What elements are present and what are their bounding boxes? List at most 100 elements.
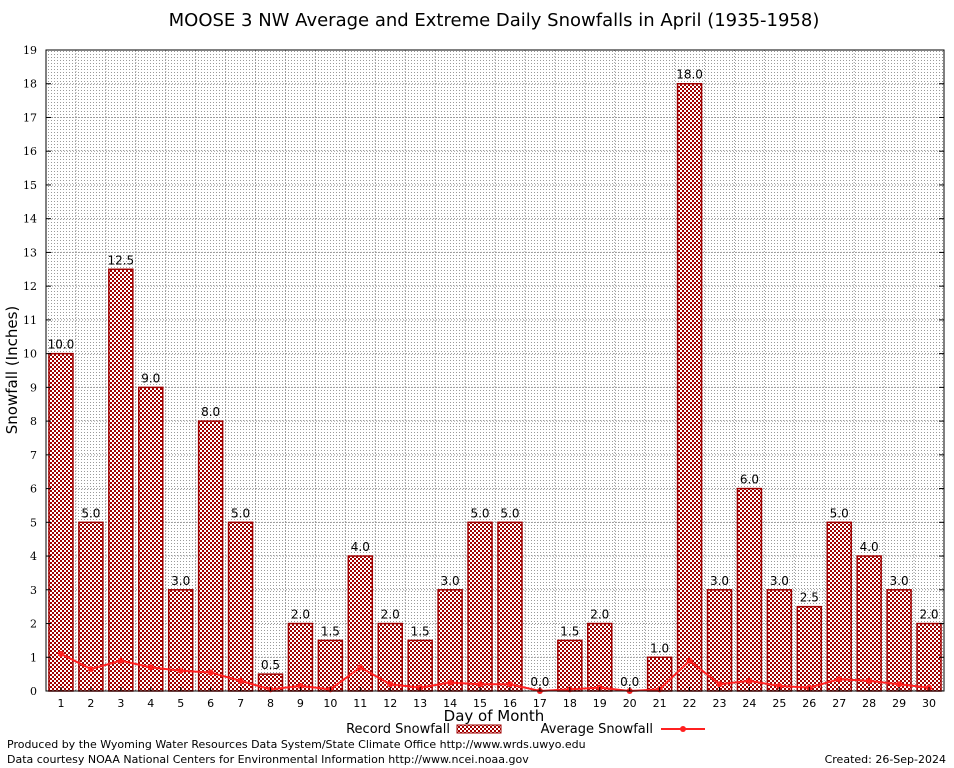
x-tick-label: 16 (503, 697, 517, 710)
x-tick-label: 4 (147, 697, 154, 710)
average-point-day-15 (477, 681, 484, 688)
average-point-day-23 (716, 681, 723, 688)
x-tick-label: 22 (683, 697, 697, 710)
x-tick-label: 13 (413, 697, 427, 710)
legend-average-label: Average Snowfall (541, 722, 653, 737)
bar-day-24 (736, 487, 763, 692)
average-snowfall-polyline (60, 652, 930, 693)
bar-label-day-26: 2.5 (800, 591, 819, 605)
y-tick-label: 5 (30, 516, 37, 529)
average-point-day-1 (57, 650, 64, 657)
bar-day-12 (377, 622, 403, 692)
y-tick-label: 10 (23, 348, 37, 361)
bar-label-day-29: 3.0 (890, 574, 909, 588)
bar-value-labels: 10.0 5.0 12.5 9.0 3.0 8.0 5.0 0.5 2.0 1.5 4.0 2.0 1.… (48, 68, 939, 689)
average-point-day-16 (506, 681, 513, 688)
average-point-day-7 (237, 677, 244, 684)
footer-credit-line-2: Data courtesy NOAA National Centers for … (7, 753, 529, 766)
bar-day-1 (48, 352, 74, 692)
y-tick-label: 0 (30, 685, 37, 698)
x-tick-label: 23 (713, 697, 727, 710)
average-snowfall-line (57, 650, 933, 694)
bar-label-day-1: 10.0 (48, 338, 75, 352)
x-tick-label: 3 (117, 697, 124, 710)
x-tick-label: 1 (57, 697, 64, 710)
y-tick-label: 13 (23, 246, 37, 259)
average-point-day-22 (686, 657, 693, 664)
bar-day-18 (557, 639, 583, 692)
bar-label-day-2: 5.0 (81, 506, 100, 520)
bar-label-day-8: 0.5 (261, 658, 280, 672)
average-point-day-12 (387, 681, 394, 688)
bar-label-day-24: 6.0 (740, 473, 759, 487)
y-tick-label: 2 (30, 618, 37, 631)
bar-day-11 (347, 555, 374, 692)
bar-label-day-3: 12.5 (107, 253, 134, 267)
bar-day-7 (227, 521, 254, 692)
x-tick-label: 24 (742, 697, 756, 710)
average-point-day-27 (836, 676, 843, 683)
x-axis-title: Day of Month (444, 707, 545, 725)
x-axis-ticks: 1 2 3 4 5 6 7 8 9 10 11 12 13 14 15 16 17 18 19 20 21 22 23 24 2… (57, 687, 936, 710)
bar-day-3 (108, 268, 134, 692)
x-tick-label: 5 (177, 697, 184, 710)
bar-day-4 (138, 386, 164, 692)
bar-day-19 (587, 622, 613, 692)
x-tick-label: 25 (772, 697, 786, 710)
y-tick-label: 8 (30, 415, 37, 428)
footer-credit-line-1: Produced by the Wyoming Water Resources … (7, 738, 586, 751)
y-tick-label: 1 (30, 651, 37, 664)
footer-created-date: Created: 26-Sep-2024 (825, 753, 946, 766)
x-tick-label: 28 (862, 697, 876, 710)
y-tick-label: 12 (23, 280, 37, 293)
y-tick-label: 7 (30, 449, 37, 462)
x-tick-label: 7 (237, 697, 244, 710)
y-tick-label: 11 (23, 314, 37, 327)
legend-record-label: Record Snowfall (346, 722, 450, 737)
x-tick-label: 9 (297, 697, 304, 710)
x-tick-label: 2 (87, 697, 94, 710)
x-tick-label: 29 (892, 697, 906, 710)
x-tick-label: 6 (207, 697, 214, 710)
y-tick-label: 9 (30, 381, 37, 394)
bar-label-day-22: 18.0 (676, 68, 703, 82)
bar-label-day-13: 1.5 (411, 624, 430, 638)
bar-day-14 (437, 589, 463, 692)
y-axis-title: Snowfall (Inches) (3, 306, 21, 434)
average-point-day-11 (357, 664, 364, 671)
bar-day-5 (167, 589, 194, 692)
average-point-day-14 (447, 679, 454, 686)
bar-label-day-28: 4.0 (860, 540, 879, 554)
bar-label-day-30: 2.0 (919, 608, 938, 622)
x-tick-label: 12 (383, 697, 397, 710)
bar-day-28 (856, 555, 882, 692)
legend-record-swatch (456, 724, 502, 734)
bar-label-day-7: 5.0 (231, 506, 250, 520)
bar-day-6 (197, 420, 224, 692)
plot-frame (45, 49, 945, 692)
bar-label-day-23: 3.0 (710, 574, 729, 588)
y-tick-label: 3 (30, 584, 37, 597)
x-tick-label: 17 (533, 697, 547, 710)
bar-label-day-12: 2.0 (381, 608, 400, 622)
bar-day-26 (796, 605, 823, 692)
bar-label-day-11: 4.0 (351, 540, 370, 554)
average-point-day-2 (87, 666, 94, 673)
bar-day-22 (676, 82, 703, 692)
bar-label-day-20: 0.0 (620, 675, 639, 689)
average-point-day-29 (896, 681, 903, 688)
bar-day-30 (916, 622, 942, 692)
bar-day-13 (407, 639, 433, 692)
bar-label-day-25: 3.0 (770, 574, 789, 588)
bar-day-9 (287, 622, 314, 692)
bar-label-day-6: 8.0 (201, 405, 220, 419)
bar-day-29 (886, 589, 912, 692)
x-tick-label: 11 (353, 697, 367, 710)
bar-day-25 (766, 589, 793, 692)
bar-label-day-10: 1.5 (321, 624, 340, 638)
x-tick-label: 15 (473, 697, 487, 710)
x-tick-label: 19 (593, 697, 607, 710)
bar-label-day-18: 1.5 (560, 624, 579, 638)
